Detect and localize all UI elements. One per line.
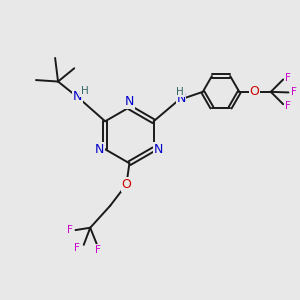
Text: F: F — [291, 87, 297, 98]
Text: H: H — [81, 86, 88, 96]
Text: F: F — [285, 73, 291, 83]
Text: N: N — [154, 143, 164, 156]
Text: O: O — [122, 178, 131, 191]
Text: O: O — [250, 85, 260, 98]
Text: F: F — [67, 225, 73, 235]
Text: N: N — [73, 90, 83, 104]
Text: N: N — [125, 95, 134, 108]
Text: H: H — [176, 87, 184, 97]
Text: F: F — [74, 243, 80, 253]
Text: N: N — [176, 92, 186, 105]
Text: N: N — [95, 143, 105, 156]
Text: F: F — [95, 245, 101, 255]
Text: F: F — [285, 101, 291, 111]
